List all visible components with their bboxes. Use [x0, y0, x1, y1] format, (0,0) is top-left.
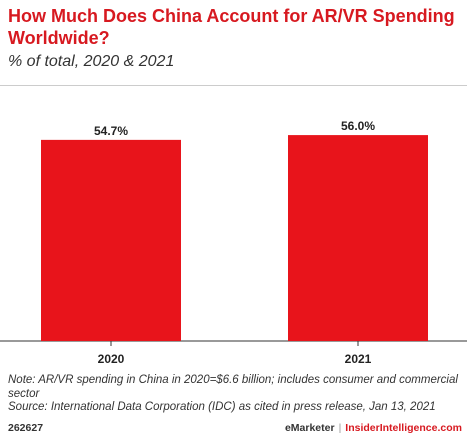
brand-insider-intelligence: InsiderIntelligence.com: [345, 422, 462, 434]
source-text: Source: International Data Corporation (…: [8, 401, 436, 413]
brand-footer: eMarketer | InsiderIntelligence.com: [285, 422, 462, 434]
chart-notes: Note: AR/VR spending in China in 2020=$6…: [8, 374, 464, 415]
data-label-2020: 54.7%: [94, 124, 128, 138]
brand-emarketer: eMarketer: [284, 422, 335, 434]
x-tick-label-2021: 2021: [345, 352, 372, 366]
brand-separator: |: [338, 422, 342, 434]
chart-title: How Much Does China Account for AR/VR Sp…: [8, 6, 455, 48]
chart-subtitle: % of total, 2020 & 2021: [8, 53, 175, 70]
bar-2020: [41, 139, 181, 341]
chart-id: 262627: [8, 422, 44, 434]
data-label-2021: 56.0%: [341, 119, 375, 133]
note-text: Note: AR/VR spending in China in 2020=$6…: [8, 374, 458, 400]
plot-area: 54.7% 2020 56.0% 2021: [0, 85, 467, 366]
bar-2021: [288, 135, 428, 341]
x-tick-label-2020: 2020: [98, 352, 125, 366]
bar-chart: 54.7% 2020 56.0% 2021: [0, 119, 467, 366]
